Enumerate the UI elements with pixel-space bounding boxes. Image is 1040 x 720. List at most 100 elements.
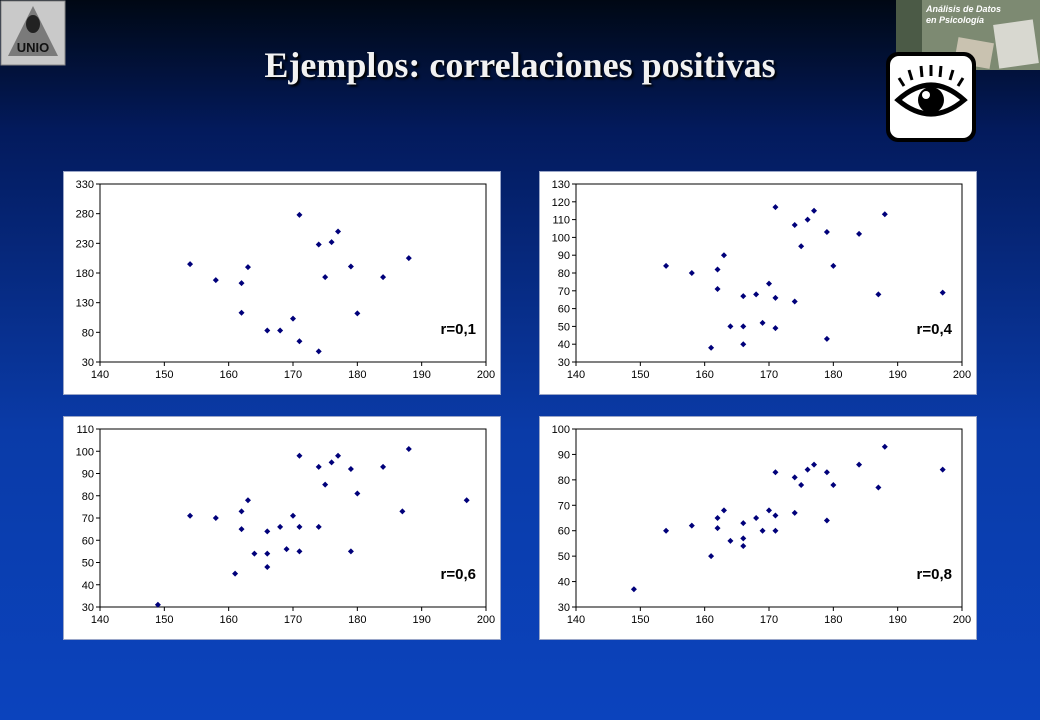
data-point [187,512,194,519]
correlation-label: r=0,6 [441,566,476,583]
data-point [708,553,715,560]
x-tick-label: 200 [953,369,971,381]
data-point [766,280,772,287]
data-point [347,466,354,473]
data-point [244,264,251,271]
data-point [740,542,747,549]
data-point [212,277,219,284]
y-tick-label: 40 [558,577,570,589]
x-tick-label: 150 [631,369,649,381]
data-point [856,461,863,468]
x-tick-label: 200 [953,614,971,626]
x-tick-label: 190 [888,369,906,381]
x-tick-label: 200 [477,369,495,381]
y-tick-label: 50 [82,558,94,570]
data-point [714,266,721,273]
data-point [315,523,322,530]
page-title: Ejemplos: correlaciones positivas [264,45,776,85]
x-tick-label: 160 [219,614,237,626]
y-tick-label: 100 [76,446,94,458]
y-tick-label: 50 [558,551,570,563]
data-point [856,230,863,237]
data-point [753,291,760,298]
x-tick-label: 150 [155,369,173,381]
data-point [232,570,239,577]
data-point [881,211,888,218]
y-tick-label: 50 [558,321,570,333]
data-point [772,294,779,301]
data-point [405,446,412,453]
data-point [238,280,245,287]
data-point [380,463,387,470]
data-point [830,481,837,488]
data-point [251,550,258,557]
data-point [804,466,811,473]
logo-left-text: UNIO [17,40,50,55]
x-tick-label: 190 [412,369,430,381]
scatter-chart-r08: 30 40 50 60 70 80 90 100 140 150 160 170 180 190 200 r=… [539,416,977,640]
scatter-chart-r01: 30 80 130 180 230 280 330 140 150 160 170 180 190 200… [63,171,501,395]
data-point [740,535,747,542]
data-point [939,466,946,473]
data-point [791,298,798,305]
data-point [335,452,342,459]
y-tick-label: 330 [76,179,94,191]
data-point [296,338,303,345]
data-point [939,289,946,296]
y-tick-label: 80 [82,327,94,339]
y-tick-label: 70 [558,500,570,512]
x-tick-label: 150 [155,614,173,626]
data-point [708,344,715,351]
data-point [759,319,766,326]
y-tick-label: 110 [552,215,570,227]
data-point [328,239,335,246]
data-point [791,474,798,481]
eye-icon [884,50,978,144]
data-point [405,255,412,262]
x-tick-label: 190 [888,614,906,626]
y-tick-label: 100 [552,232,570,244]
data-point [811,207,818,214]
data-point [354,490,361,497]
data-point [264,550,271,557]
data-point [380,274,387,281]
data-point [759,527,766,534]
data-point [264,528,271,535]
y-tick-label: 90 [82,469,94,481]
data-point [727,323,734,330]
data-point [663,527,670,534]
data-point [753,515,760,521]
data-point [335,228,342,235]
data-point [244,497,251,504]
correlation-label: r=0,4 [917,321,953,338]
data-point [328,459,335,466]
banner-line-1: Análisis de Datos [925,4,1001,14]
y-tick-label: 40 [558,339,570,351]
data-point [283,546,290,553]
y-tick-label: 130 [552,179,570,191]
data-point [630,586,637,593]
data-point [714,515,721,521]
y-tick-label: 60 [82,535,94,547]
data-point [296,523,303,530]
data-point [772,204,779,211]
data-point [238,508,245,515]
data-point [399,508,406,515]
x-tick-label: 140 [567,369,585,381]
data-point [823,469,830,476]
data-point [875,291,882,298]
data-point [688,270,695,276]
x-tick-label: 170 [760,614,778,626]
y-tick-label: 40 [82,580,94,592]
data-point [347,263,354,270]
data-point [264,563,271,570]
y-tick-label: 60 [558,526,570,538]
data-point [881,443,888,450]
data-point [315,241,322,248]
data-point [322,274,329,281]
data-point [875,484,882,491]
x-tick-label: 160 [219,369,237,381]
x-tick-label: 180 [824,369,842,381]
y-tick-label: 30 [82,602,94,614]
data-point [798,481,805,488]
